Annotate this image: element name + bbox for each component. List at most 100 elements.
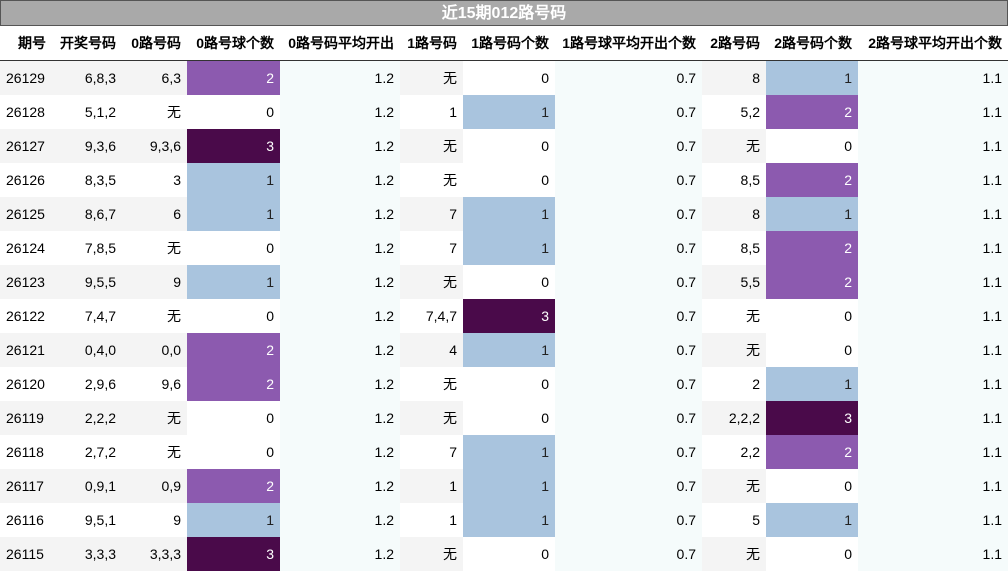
cell-route0-count: 1 — [187, 265, 280, 299]
table-row: 26119 2,2,2 无 0 1.2 无 0 0.7 2,2,2 3 1.1 — [0, 401, 1008, 435]
cell-route1-numbers: 4 — [400, 333, 463, 367]
cell-issue: 26128 — [0, 95, 52, 129]
cell-route0-avg: 1.2 — [280, 537, 400, 571]
cell-route2-avg: 1.1 — [858, 197, 1008, 231]
cell-route2-avg: 1.1 — [858, 333, 1008, 367]
cell-route0-avg: 1.2 — [280, 503, 400, 537]
cell-route2-numbers: 无 — [702, 299, 766, 333]
cell-route0-count: 3 — [187, 537, 280, 571]
table-row: 26115 3,3,3 3,3,3 3 1.2 无 0 0.7 无 0 1.1 — [0, 537, 1008, 571]
cell-issue: 26118 — [0, 435, 52, 469]
cell-route0-avg: 1.2 — [280, 60, 400, 95]
cell-route1-numbers: 1 — [400, 503, 463, 537]
cell-route0-count: 0 — [187, 435, 280, 469]
cell-issue: 26121 — [0, 333, 52, 367]
cell-issue: 26115 — [0, 537, 52, 571]
cell-route2-count: 1 — [766, 503, 858, 537]
cell-route0-numbers: 无 — [122, 231, 187, 265]
cell-route2-count: 2 — [766, 95, 858, 129]
cell-route0-numbers: 9,6 — [122, 367, 187, 401]
cell-route2-avg: 1.1 — [858, 537, 1008, 571]
cell-route2-avg: 1.1 — [858, 299, 1008, 333]
cell-route0-numbers: 3 — [122, 163, 187, 197]
cell-route0-numbers: 6 — [122, 197, 187, 231]
cell-route2-numbers: 无 — [702, 129, 766, 163]
cell-route2-avg: 1.1 — [858, 163, 1008, 197]
cell-route0-count: 3 — [187, 129, 280, 163]
cell-route1-count: 0 — [463, 537, 555, 571]
cell-route1-numbers: 无 — [400, 163, 463, 197]
cell-route2-avg: 1.1 — [858, 503, 1008, 537]
header-route2-count: 2路号码个数 — [766, 26, 858, 61]
table-row: 26117 0,9,1 0,9 2 1.2 1 1 0.7 无 0 1.1 — [0, 469, 1008, 503]
table-row: 26116 9,5,1 9 1 1.2 1 1 0.7 5 1 1.1 — [0, 503, 1008, 537]
cell-route1-count: 0 — [463, 401, 555, 435]
cell-draw-numbers: 2,7,2 — [52, 435, 122, 469]
cell-route0-avg: 1.2 — [280, 435, 400, 469]
cell-route1-avg: 0.7 — [555, 435, 702, 469]
cell-issue: 26125 — [0, 197, 52, 231]
header-route2-numbers: 2路号码 — [702, 26, 766, 61]
cell-route0-count: 2 — [187, 469, 280, 503]
table-row: 26123 9,5,5 9 1 1.2 无 0 0.7 5,5 2 1.1 — [0, 265, 1008, 299]
cell-route2-count: 0 — [766, 537, 858, 571]
cell-route1-avg: 0.7 — [555, 265, 702, 299]
cell-route2-avg: 1.1 — [858, 469, 1008, 503]
cell-draw-numbers: 8,3,5 — [52, 163, 122, 197]
cell-route1-numbers: 7 — [400, 435, 463, 469]
cell-issue: 26116 — [0, 503, 52, 537]
table-row: 26122 7,4,7 无 0 1.2 7,4,7 3 0.7 无 0 1.1 — [0, 299, 1008, 333]
cell-issue: 26122 — [0, 299, 52, 333]
cell-route2-avg: 1.1 — [858, 60, 1008, 95]
cell-route1-avg: 0.7 — [555, 129, 702, 163]
cell-route1-numbers: 无 — [400, 60, 463, 95]
cell-route1-count: 1 — [463, 231, 555, 265]
cell-issue: 26123 — [0, 265, 52, 299]
cell-issue: 26119 — [0, 401, 52, 435]
table-row: 26126 8,3,5 3 1 1.2 无 0 0.7 8,5 2 1.1 — [0, 163, 1008, 197]
cell-issue: 26120 — [0, 367, 52, 401]
cell-draw-numbers: 0,4,0 — [52, 333, 122, 367]
cell-route1-numbers: 无 — [400, 265, 463, 299]
cell-route0-avg: 1.2 — [280, 231, 400, 265]
header-route0-numbers: 0路号码 — [122, 26, 187, 61]
cell-route1-numbers: 1 — [400, 469, 463, 503]
cell-route1-numbers: 无 — [400, 537, 463, 571]
cell-route0-numbers: 3,3,3 — [122, 537, 187, 571]
cell-route1-numbers: 1 — [400, 95, 463, 129]
cell-route2-avg: 1.1 — [858, 367, 1008, 401]
cell-draw-numbers: 9,5,1 — [52, 503, 122, 537]
cell-route1-count: 0 — [463, 163, 555, 197]
cell-route0-avg: 1.2 — [280, 95, 400, 129]
cell-draw-numbers: 0,9,1 — [52, 469, 122, 503]
cell-route0-numbers: 9 — [122, 503, 187, 537]
cell-route2-numbers: 2 — [702, 367, 766, 401]
cell-route0-count: 1 — [187, 197, 280, 231]
cell-route2-count: 0 — [766, 469, 858, 503]
cell-route0-avg: 1.2 — [280, 163, 400, 197]
cell-route0-avg: 1.2 — [280, 265, 400, 299]
cell-draw-numbers: 5,1,2 — [52, 95, 122, 129]
cell-route0-numbers: 无 — [122, 435, 187, 469]
cell-route1-count: 1 — [463, 435, 555, 469]
cell-route1-count: 0 — [463, 367, 555, 401]
cell-route2-count: 2 — [766, 435, 858, 469]
cell-route1-count: 1 — [463, 503, 555, 537]
cell-issue: 26117 — [0, 469, 52, 503]
cell-route1-avg: 0.7 — [555, 333, 702, 367]
table-row: 26118 2,7,2 无 0 1.2 7 1 0.7 2,2 2 1.1 — [0, 435, 1008, 469]
table-title: 近15期012路号码 — [0, 0, 1008, 26]
cell-route2-count: 2 — [766, 265, 858, 299]
cell-route2-numbers: 8,5 — [702, 231, 766, 265]
cell-route1-count: 1 — [463, 469, 555, 503]
cell-route0-count: 0 — [187, 401, 280, 435]
cell-route2-count: 1 — [766, 60, 858, 95]
cell-route1-numbers: 7 — [400, 197, 463, 231]
cell-route1-avg: 0.7 — [555, 537, 702, 571]
cell-route0-numbers: 9,3,6 — [122, 129, 187, 163]
cell-route0-avg: 1.2 — [280, 469, 400, 503]
cell-route1-numbers: 无 — [400, 367, 463, 401]
table-row: 26124 7,8,5 无 0 1.2 7 1 0.7 8,5 2 1.1 — [0, 231, 1008, 265]
cell-draw-numbers: 2,2,2 — [52, 401, 122, 435]
cell-route0-numbers: 0,9 — [122, 469, 187, 503]
